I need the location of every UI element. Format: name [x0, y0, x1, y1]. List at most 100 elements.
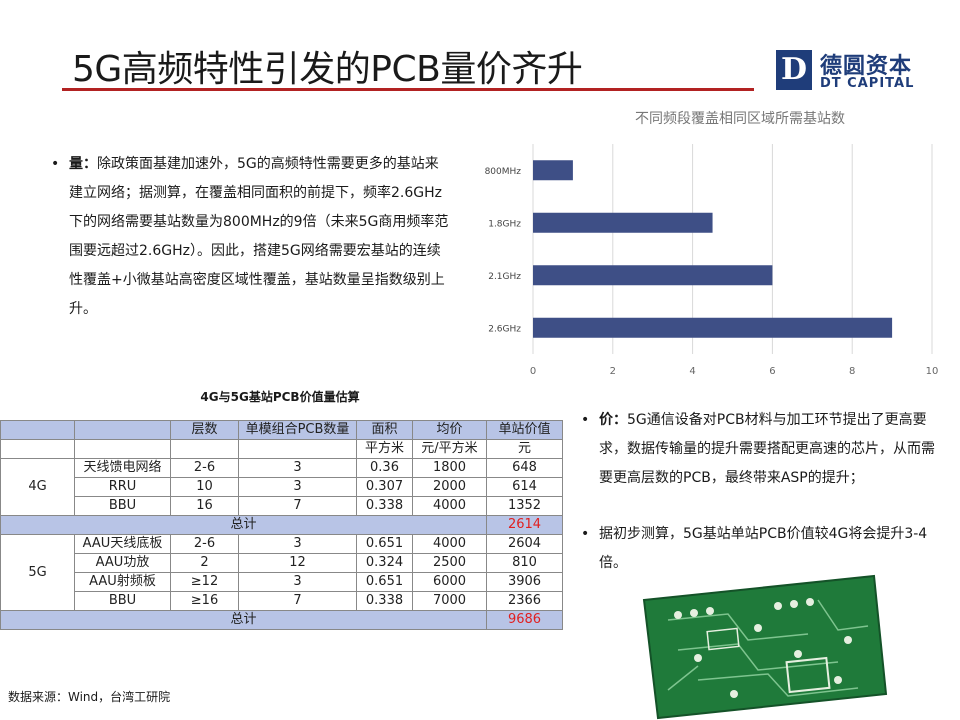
- category-label: 1.8GHz: [488, 219, 521, 229]
- table-cell: ≥12: [170, 572, 239, 592]
- x-tick-label: 6: [769, 366, 775, 377]
- table-cell: 7: [238, 591, 357, 611]
- bullet-quantity: • 量：除政策面基建加速外，5G的高频特性需要更多的基站来建立网络；据测算，在覆…: [51, 150, 451, 324]
- table-cell: 0.338: [356, 496, 413, 516]
- table-cell: 6000: [412, 572, 487, 592]
- unit-cell: 平方米: [356, 439, 413, 459]
- total-value-4g: 2614: [486, 515, 563, 535]
- total-label: 总计: [0, 610, 487, 630]
- table-cell: 0.651: [356, 572, 413, 592]
- table-cell: 2604: [486, 534, 563, 554]
- bullet-estimate: • 据初步测算，5G基站单站PCB价值较4G将会提升3-4倍。: [581, 520, 935, 578]
- category-label: 2.1GHz: [488, 272, 521, 282]
- table-title: 4G与5G基站PCB价值量估算: [200, 390, 360, 404]
- bar: [533, 212, 713, 233]
- table-cell: 2: [170, 553, 239, 573]
- company-logo: D 德圆资本 DT CAPITAL: [776, 48, 926, 96]
- table-cell: 2366: [486, 591, 563, 611]
- bar: [533, 317, 893, 338]
- table-row: AAU功放 2 12 0.324 2500 810: [1, 553, 563, 573]
- table-cell: AAU天线底板: [74, 534, 171, 554]
- table-cell: 0.36: [356, 458, 413, 478]
- header-cell: 单模组合PCB数量: [238, 420, 357, 440]
- table-cell: RRU: [74, 477, 171, 497]
- bullet-price-head: 价：: [599, 412, 627, 428]
- table-row: RRU 10 3 0.307 2000 614: [1, 477, 563, 497]
- logo-mark-icon: D: [776, 50, 812, 90]
- table-total-row-5g: 总计 9686: [0, 610, 563, 630]
- total-label: 总计: [0, 515, 487, 535]
- table-cell: AAU功放: [74, 553, 171, 573]
- table-cell: 4000: [412, 496, 487, 516]
- x-tick-label: 4: [689, 366, 695, 377]
- table-total-row-4g: 总计 2614: [0, 515, 563, 535]
- table-cell: 16: [170, 496, 239, 516]
- table-cell: 10: [170, 477, 239, 497]
- x-tick-label: 0: [530, 366, 536, 377]
- chart-title: 不同频段覆盖相同区域所需基站数: [635, 111, 845, 127]
- unit-cell: 元/平方米: [412, 439, 487, 459]
- logo-english-name: DT CAPITAL: [820, 76, 915, 91]
- header-cell: 层数: [170, 420, 239, 440]
- table-cell: 3: [238, 477, 357, 497]
- unit-cell: [238, 439, 357, 459]
- table-cell: 810: [486, 553, 563, 573]
- table-cell: 1800: [412, 458, 487, 478]
- table-cell: 1352: [486, 496, 563, 516]
- table-cell: 0.338: [356, 591, 413, 611]
- bar: [533, 265, 773, 286]
- table-row: 4G 天线馈电网络 2-6 3 0.36 1800 648: [0, 458, 563, 516]
- table-cell: 4000: [412, 534, 487, 554]
- header-cell: 单站价值: [486, 420, 563, 440]
- table-cell: 0.307: [356, 477, 413, 497]
- bar-chart: 0 2 4 6 8 10 800MHz 1.8GHz 2.1GHz 2.6GHz: [485, 144, 939, 377]
- table-cell: 2000: [412, 477, 487, 497]
- table-unit-row: 平方米 元/平方米 元: [0, 439, 563, 459]
- table-cell: BBU: [74, 496, 171, 516]
- bullet-estimate-body: 据初步测算，5G基站单站PCB价值较4G将会提升3-4倍。: [599, 526, 928, 571]
- bullet-quantity-head: 量：: [69, 156, 97, 172]
- table-cell: ≥16: [170, 591, 239, 611]
- table-row: 5G AAU天线底板 2-6 3 0.651 4000 2604: [0, 534, 563, 611]
- table-cell: 2-6: [170, 458, 239, 478]
- table-cell: AAU射频板: [74, 572, 171, 592]
- table-cell: 0.651: [356, 534, 413, 554]
- total-value-5g: 9686: [486, 610, 563, 630]
- category-label: 2.6GHz: [488, 324, 521, 334]
- table-row: AAU射频板 ≥12 3 0.651 6000 3906: [1, 572, 563, 592]
- bullet-quantity-body: 除政策面基建加速外，5G的高频特性需要更多的基站来建立网络；据测算，在覆盖相同面…: [69, 156, 449, 317]
- bullet-price: • 价：5G通信设备对PCB材料与加工环节提出了更高要求，数据传输量的提升需要搭…: [581, 406, 935, 493]
- table-cell: 天线馈电网络: [74, 458, 171, 478]
- table-row: BBU ≥16 7 0.338 7000 2366: [1, 591, 563, 611]
- table-cell: 0.324: [356, 553, 413, 573]
- group-label-5g: 5G: [0, 534, 75, 611]
- table-cell: 3906: [486, 572, 563, 592]
- table-cell: 3: [238, 534, 357, 554]
- table-cell: 3: [238, 458, 357, 478]
- table-cell: 2-6: [170, 534, 239, 554]
- x-tick-label: 8: [849, 366, 855, 377]
- bullet-price-body: 5G通信设备对PCB材料与加工环节提出了更高要求，数据传输量的提升需要搭配更高速…: [599, 412, 935, 486]
- header-cell: [74, 420, 171, 440]
- table-header-row: 层数 单模组合PCB数量 面积 均价 单站价值: [0, 420, 563, 440]
- table-cell: 614: [486, 477, 563, 497]
- x-tick-label: 2: [610, 366, 616, 377]
- table-cell: 7000: [412, 591, 487, 611]
- bar: [533, 160, 573, 181]
- header-cell: 面积: [356, 420, 413, 440]
- table-cell: 648: [486, 458, 563, 478]
- title-underline: [62, 88, 754, 91]
- table-cell: 12: [238, 553, 357, 573]
- table-row: BBU 16 7 0.338 4000 1352: [1, 496, 563, 516]
- category-label: 800MHz: [485, 167, 522, 177]
- bullet-dot: •: [51, 156, 60, 172]
- unit-cell: [170, 439, 239, 459]
- logo-chinese-name: 德圆资本: [820, 54, 913, 79]
- unit-cell: 元: [486, 439, 563, 459]
- x-tick-label: 10: [926, 366, 939, 377]
- header-cell: 均价: [412, 420, 487, 440]
- table-cell: 7: [238, 496, 357, 516]
- header-cell: [0, 420, 75, 440]
- table-cell: BBU: [74, 591, 171, 611]
- table-cell: 2500: [412, 553, 487, 573]
